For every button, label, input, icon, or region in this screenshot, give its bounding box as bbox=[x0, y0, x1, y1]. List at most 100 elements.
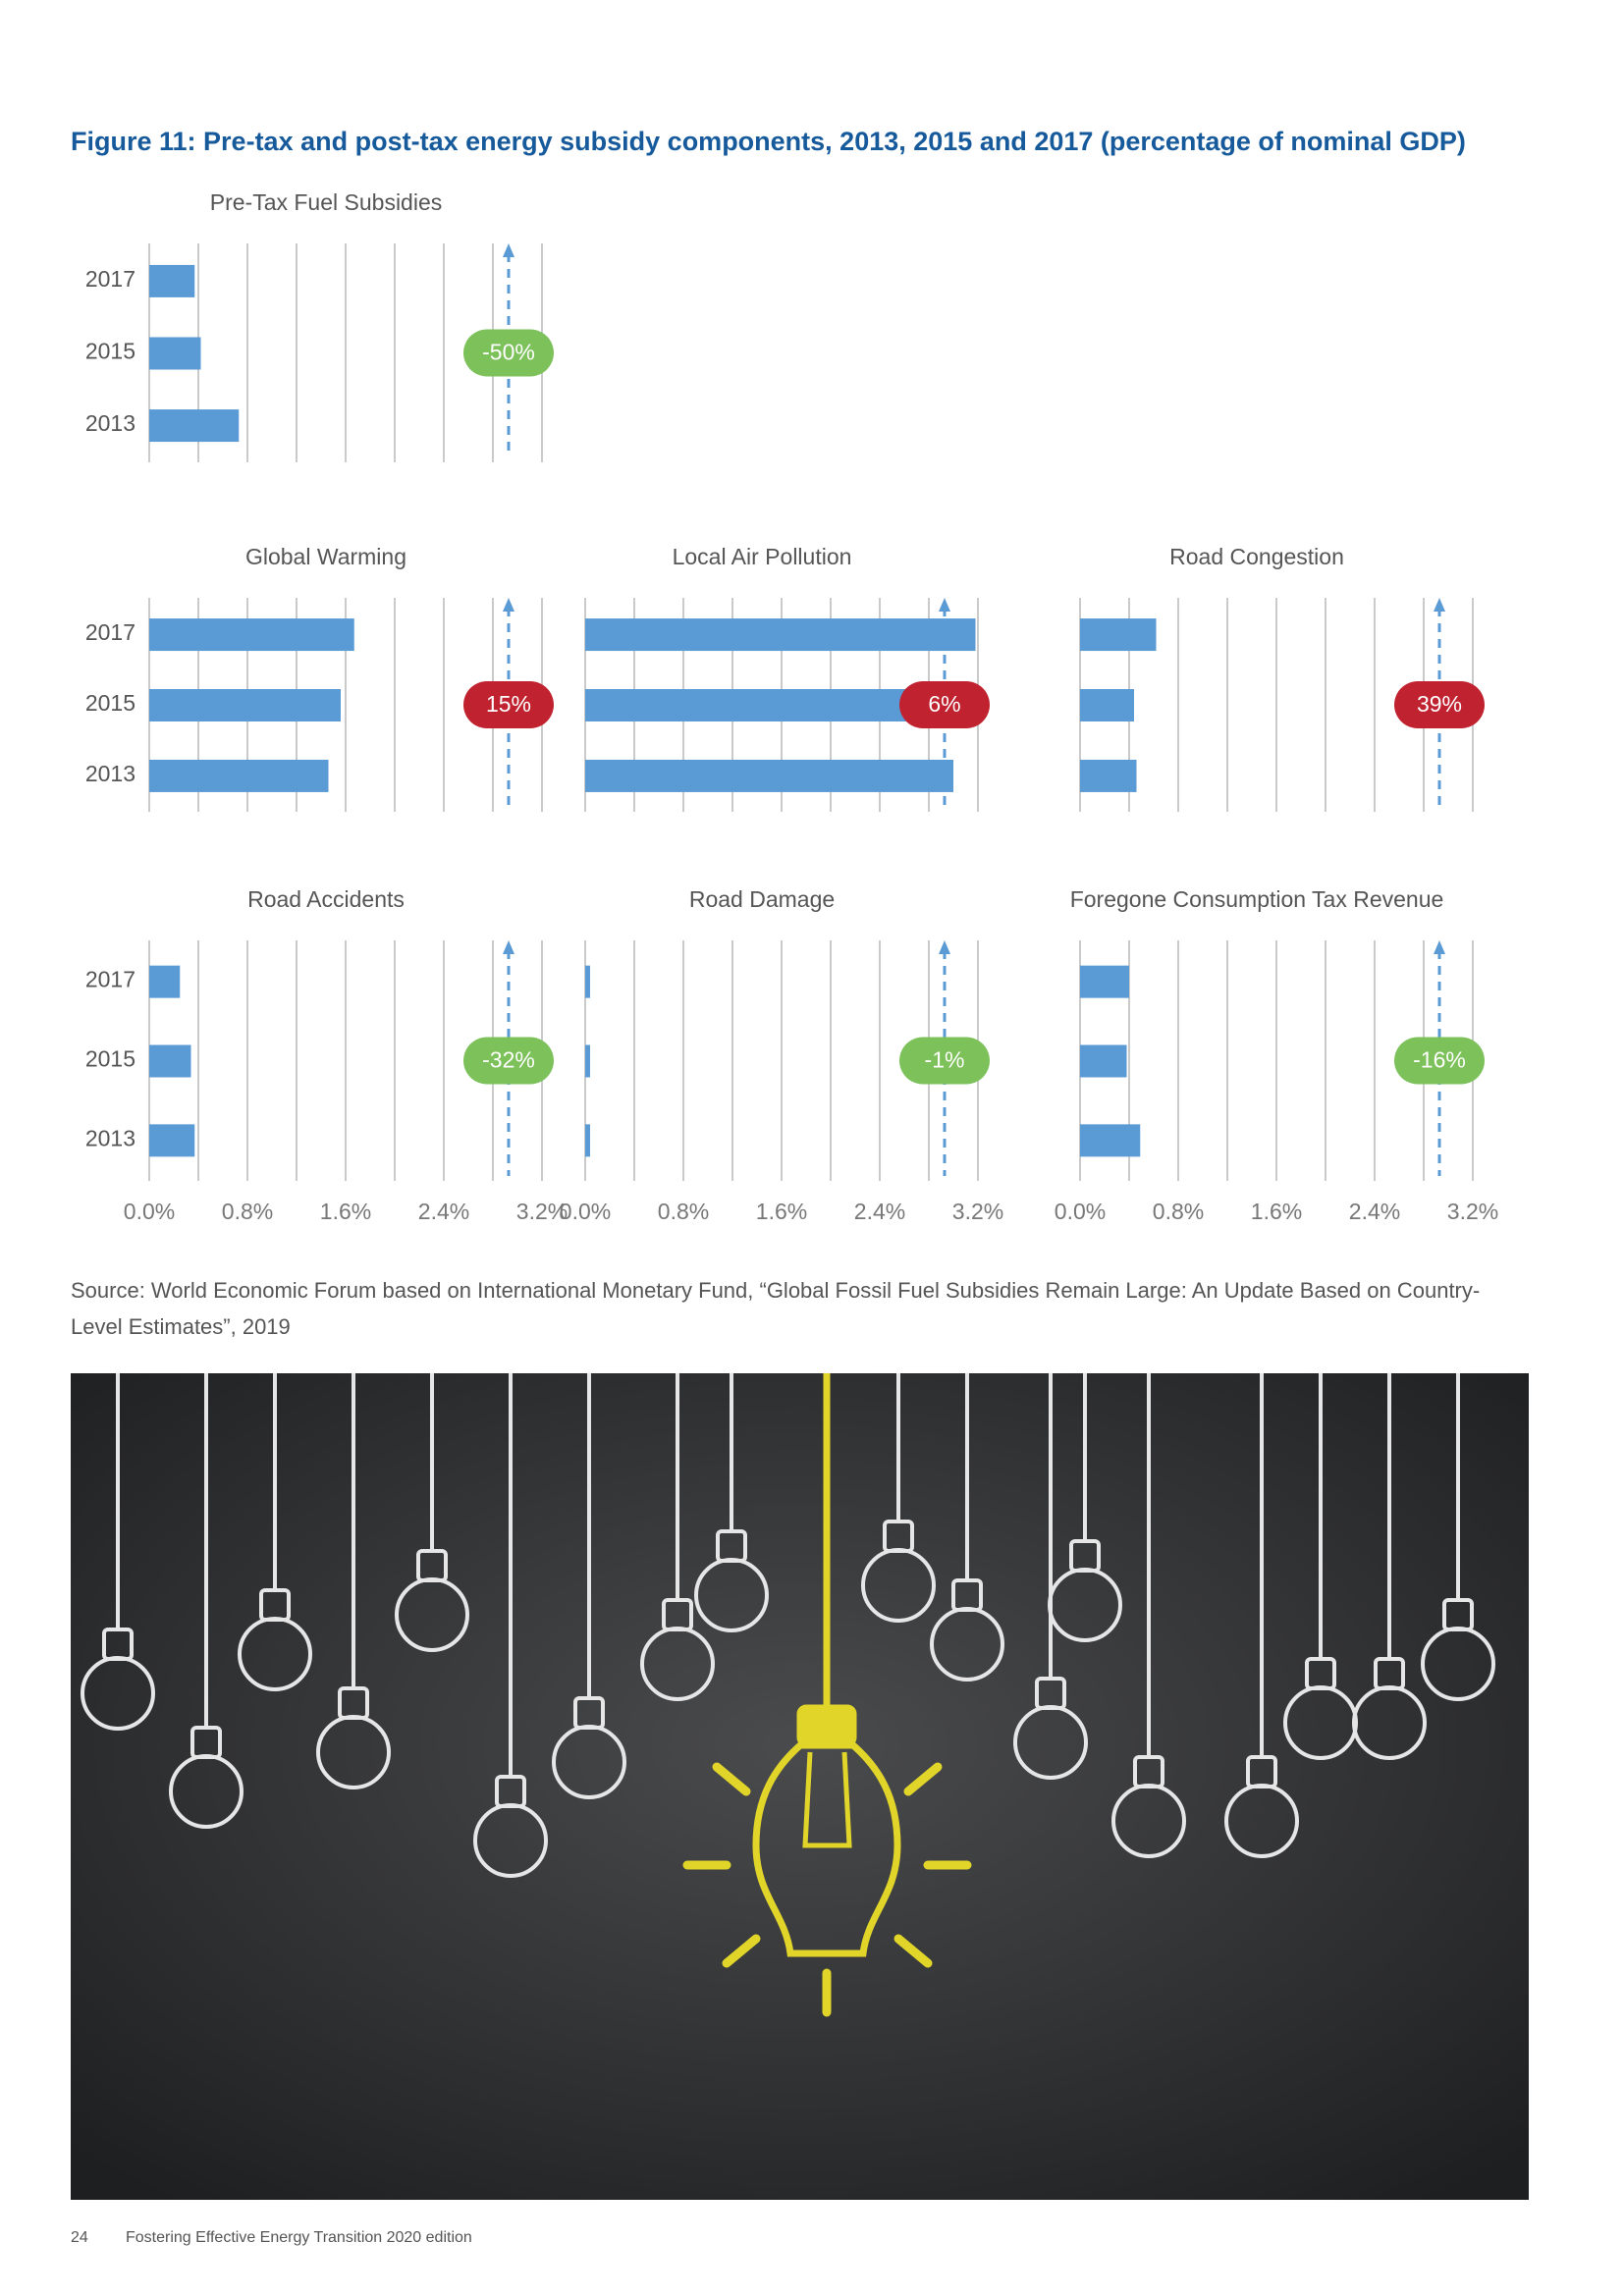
bar bbox=[585, 1124, 590, 1157]
x-tick-label: 0.8% bbox=[222, 1199, 273, 1224]
change-label: -50% bbox=[482, 340, 535, 365]
y-tick-label: 2013 bbox=[85, 1125, 135, 1150]
doodle-bulb bbox=[169, 1373, 244, 1829]
arrow-head bbox=[1434, 598, 1445, 612]
change-badge bbox=[899, 1037, 990, 1085]
bulb-glass bbox=[473, 1803, 548, 1878]
x-tick-label: 3.2% bbox=[516, 1199, 568, 1224]
bulb-glass bbox=[1224, 1784, 1299, 1858]
change-badge bbox=[463, 1037, 554, 1085]
change-label: 15% bbox=[486, 691, 531, 717]
y-tick-label: 2015 bbox=[85, 1046, 135, 1072]
panel-title: Pre-Tax Fuel Subsidies bbox=[210, 189, 443, 215]
panel: Road Congestion 39% bbox=[1079, 544, 1485, 812]
bulb-glass bbox=[1421, 1627, 1495, 1701]
x-tick-label: 0.0% bbox=[560, 1199, 611, 1224]
bulb-glass bbox=[1048, 1568, 1122, 1642]
doodle-bulb bbox=[1224, 1373, 1299, 1858]
y-tick-label: 2015 bbox=[85, 339, 135, 364]
bar bbox=[585, 1044, 590, 1078]
change-badge bbox=[463, 681, 554, 728]
bar bbox=[585, 618, 976, 652]
change-badge bbox=[1394, 1037, 1485, 1085]
x-tick-label: 0.0% bbox=[124, 1199, 175, 1224]
x-tick-label: 2.4% bbox=[1349, 1199, 1400, 1224]
page-number: 24 bbox=[71, 2229, 88, 2246]
doodle-bulb bbox=[640, 1373, 715, 1701]
bulb-glass bbox=[640, 1627, 715, 1701]
y-tick-label: 2017 bbox=[85, 967, 135, 992]
x-tick-label: 1.6% bbox=[1251, 1199, 1302, 1224]
arrow-head bbox=[939, 598, 950, 612]
bulb-glass bbox=[238, 1617, 312, 1691]
panel-title: Local Air Pollution bbox=[673, 544, 852, 569]
doodle-bulb bbox=[552, 1373, 626, 1799]
change-badge bbox=[1394, 681, 1485, 728]
panel: Global Warming 2013 2015 2017 15% bbox=[85, 544, 554, 812]
bar bbox=[1080, 1044, 1127, 1078]
y-tick-label: 2013 bbox=[85, 410, 135, 436]
panel: Local Air Pollution 6% bbox=[584, 544, 990, 812]
panel-title: Global Warming bbox=[245, 544, 406, 569]
bar bbox=[585, 759, 953, 792]
bar bbox=[1080, 759, 1137, 792]
doodle-bulb bbox=[1352, 1373, 1427, 1760]
x-tick-label: 3.2% bbox=[1447, 1199, 1498, 1224]
doodle-bulb bbox=[473, 1373, 548, 1878]
panel: Pre-Tax Fuel Subsidies 2013 2015 2017 -50% bbox=[85, 189, 554, 462]
bulb-glass bbox=[395, 1577, 469, 1652]
bulb-glass bbox=[316, 1715, 391, 1789]
bar bbox=[585, 965, 590, 998]
panel-title: Road Accidents bbox=[247, 886, 405, 912]
doodle-bulb bbox=[81, 1373, 155, 1731]
bulb-glass bbox=[1352, 1685, 1427, 1760]
doodle-bulb bbox=[238, 1373, 312, 1691]
panel-title: Road Congestion bbox=[1169, 544, 1344, 569]
x-tick-label: 3.2% bbox=[952, 1199, 1003, 1224]
doodle-bulb bbox=[694, 1373, 769, 1632]
bar bbox=[1080, 689, 1134, 721]
x-tick-label: 0.0% bbox=[1055, 1199, 1106, 1224]
panel: Road Accidents 2013 2015 2017 0.0% 0.8% 1.6% 2.… bbox=[85, 886, 568, 1224]
change-label: -16% bbox=[1413, 1047, 1466, 1073]
bar bbox=[149, 618, 354, 652]
bar bbox=[149, 409, 240, 443]
doodle-bulb bbox=[1421, 1373, 1495, 1701]
bulb-glass bbox=[694, 1558, 769, 1632]
doodle-bulb bbox=[930, 1373, 1004, 1682]
change-badge bbox=[899, 681, 990, 728]
figure-title: Figure 11: Pre-tax and post-tax energy s… bbox=[71, 127, 1466, 156]
change-label: -32% bbox=[482, 1047, 535, 1073]
y-tick-label: 2013 bbox=[85, 761, 135, 786]
bar bbox=[149, 1044, 191, 1078]
bar bbox=[149, 965, 181, 998]
arrow-head bbox=[939, 940, 950, 954]
x-tick-label: 0.8% bbox=[658, 1199, 709, 1224]
y-tick-label: 2017 bbox=[85, 619, 135, 645]
arrow-head bbox=[503, 243, 514, 257]
doodle-bulb bbox=[316, 1373, 391, 1789]
bar bbox=[149, 759, 329, 792]
doodle-bulb bbox=[1013, 1373, 1088, 1780]
bulb-glass bbox=[1013, 1705, 1088, 1780]
x-tick-label: 0.8% bbox=[1153, 1199, 1204, 1224]
change-badge bbox=[463, 329, 554, 377]
photo bbox=[71, 1373, 1529, 2200]
doodle-bulb bbox=[1048, 1373, 1122, 1642]
x-tick-label: 2.4% bbox=[854, 1199, 905, 1224]
doodle-bulb bbox=[1111, 1373, 1186, 1858]
source-note: Source: World Economic Forum based on In… bbox=[71, 1278, 1481, 1339]
x-tick-label: 1.6% bbox=[756, 1199, 807, 1224]
bulb-glass bbox=[81, 1656, 155, 1731]
arrow-head bbox=[1434, 940, 1445, 954]
y-tick-label: 2015 bbox=[85, 690, 135, 716]
bar bbox=[149, 689, 341, 721]
bar bbox=[149, 337, 201, 370]
bulb-glass bbox=[552, 1725, 626, 1799]
arrow-head bbox=[503, 598, 514, 612]
change-label: 6% bbox=[928, 691, 960, 717]
arrow-head bbox=[503, 940, 514, 954]
bar bbox=[149, 1124, 195, 1157]
